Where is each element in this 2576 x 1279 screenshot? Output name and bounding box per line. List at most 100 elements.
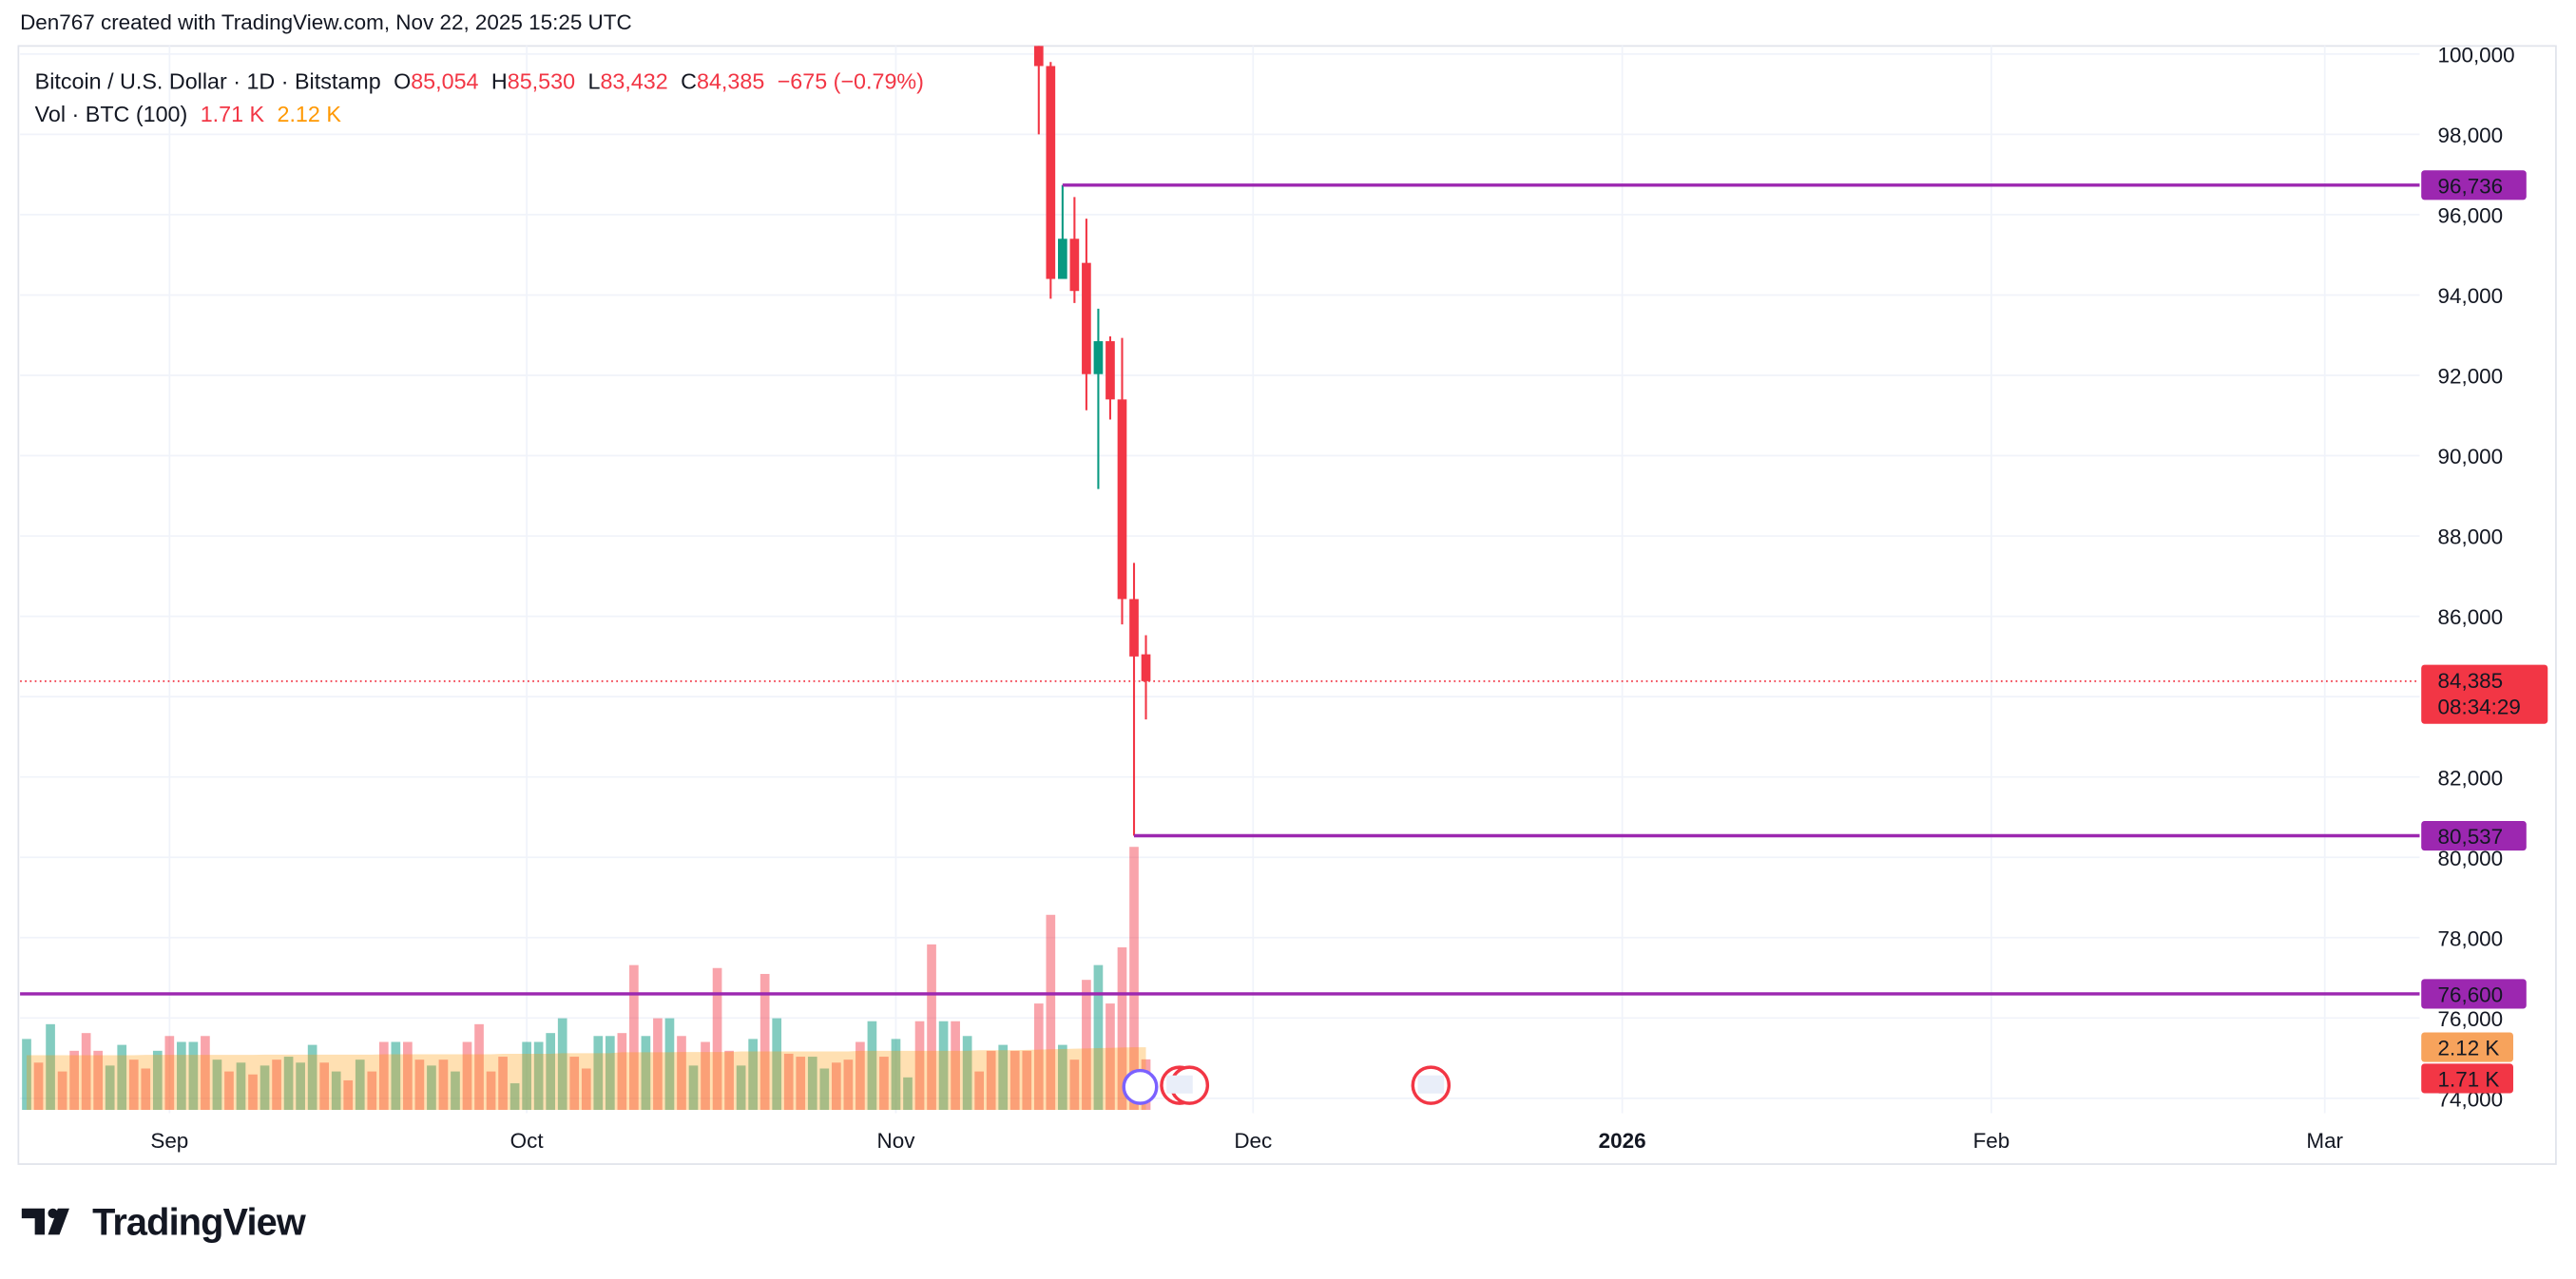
volume-bar — [903, 1077, 913, 1111]
x-tick-label: Oct — [510, 1129, 545, 1153]
volume-bar — [188, 1041, 199, 1111]
volume-bar — [759, 973, 770, 1111]
x-tick-label: Mar — [2306, 1129, 2343, 1153]
volume-bar — [117, 1044, 127, 1111]
volume-bar — [557, 1018, 567, 1111]
volume-bar — [701, 1041, 710, 1111]
volume-bar — [974, 1071, 985, 1111]
ohlc-key: H — [491, 68, 508, 93]
volume-bar — [748, 1039, 758, 1111]
volume-bar — [343, 1079, 354, 1111]
x-tick-label: Feb — [1973, 1129, 2010, 1153]
last-price-label: 84,385 — [2437, 669, 2503, 693]
y-tick-label: 78,000 — [2437, 926, 2503, 950]
volume-bar — [57, 1071, 67, 1111]
volume-bar — [236, 1062, 246, 1111]
line-label: 96,736 — [2437, 174, 2503, 198]
volume-bar — [474, 1023, 484, 1111]
candle-body — [1105, 341, 1115, 400]
attribution: Den767 created with TradingView.com, Nov… — [20, 10, 632, 34]
volume-bar — [641, 1036, 651, 1111]
line-label-box — [2421, 820, 2527, 851]
legend-ohlc: Bitcoin / U.S. Dollar · 1D · Bitstamp O8… — [35, 68, 924, 93]
volume-bar — [533, 1041, 544, 1111]
volume-bar — [677, 1036, 686, 1111]
event-icon — [1122, 1068, 1159, 1105]
volume-bar — [819, 1068, 830, 1111]
volume-bar — [998, 1044, 1009, 1111]
price-pane — [20, 46, 2420, 836]
volume-bar — [391, 1041, 401, 1111]
volume-bar — [283, 1057, 294, 1111]
ohlc-key: O — [394, 68, 411, 93]
y-tick-label: 98,000 — [2437, 124, 2503, 147]
brand-logo: TradingView — [21, 1201, 307, 1243]
volume-pane — [22, 847, 1151, 1111]
volume-bar — [201, 1036, 210, 1111]
volume-bar — [105, 1065, 115, 1111]
ma-label-box — [2421, 1032, 2513, 1062]
volume-bar — [248, 1074, 258, 1111]
x-tick-label: 2026 — [1599, 1129, 1646, 1153]
volume-bar — [843, 1059, 854, 1111]
y-tick-label: 92,000 — [2437, 365, 2503, 389]
volume-bar — [33, 1062, 44, 1111]
volume-bar — [22, 1039, 31, 1111]
volume-bar — [296, 1062, 305, 1111]
volume-bar — [46, 1023, 55, 1111]
volume-bar — [212, 1059, 222, 1111]
volume-bar — [498, 1057, 508, 1111]
volume-bar — [736, 1065, 746, 1111]
volume-bar — [593, 1036, 604, 1111]
volume-bar — [1105, 1003, 1115, 1111]
ohlc-key: C — [681, 68, 697, 93]
volume-bar — [451, 1071, 460, 1111]
countdown: 08:34:29 — [2437, 695, 2520, 718]
volume-bar — [1046, 914, 1056, 1111]
volume-bar — [724, 1050, 734, 1111]
volume-bar — [152, 1050, 163, 1111]
volume-bar — [783, 1053, 794, 1111]
x-tick-label: Dec — [1234, 1129, 1272, 1153]
volume-bar — [128, 1059, 139, 1111]
volume-ma-area — [27, 1047, 1146, 1111]
brand: TradingView — [92, 1201, 306, 1243]
volume-bar — [938, 1021, 949, 1111]
volume-bar — [1129, 847, 1139, 1111]
flag — [1166, 1075, 1193, 1094]
volume-bar — [617, 1033, 627, 1111]
frame — [17, 45, 2557, 1165]
flag — [1417, 1075, 1445, 1094]
volume-bar — [914, 1021, 925, 1111]
y-tick-label: 90,000 — [2437, 445, 2503, 468]
last-price-box — [2421, 664, 2548, 724]
volume-bar — [581, 1068, 591, 1111]
ohlc-value: 85,530 — [508, 68, 575, 93]
volume-bar — [462, 1041, 472, 1111]
grid — [20, 46, 2420, 1114]
ohlc-value: 83,432 — [600, 68, 667, 93]
line-label: 76,600 — [2437, 983, 2503, 1007]
candle-body — [1129, 599, 1139, 657]
legend-volume: Vol · BTC (100) 1.71 K 2.12 K — [35, 102, 342, 126]
volume-bar — [664, 1018, 675, 1111]
volume-bar — [81, 1033, 91, 1111]
volume-bar — [1117, 946, 1127, 1111]
volume-bar — [260, 1065, 270, 1111]
volume-bar — [867, 1021, 877, 1111]
volume-bar — [69, 1050, 79, 1111]
logo-mark — [21, 1208, 69, 1235]
y-tick-label: 94,000 — [2437, 284, 2503, 308]
volume-title: Vol · BTC (100) — [35, 102, 188, 126]
volume-bar — [796, 1057, 806, 1111]
x-tick-label: Nov — [877, 1129, 916, 1153]
change: −675 (−0.79%) — [778, 68, 924, 93]
volume-bar — [164, 1036, 175, 1111]
candle-body — [1046, 66, 1056, 279]
volume-bar — [546, 1033, 556, 1111]
volume-label-box — [2421, 1063, 2513, 1094]
volume-bar — [522, 1041, 531, 1111]
volume-bar — [224, 1071, 234, 1111]
volume-bar — [807, 1057, 817, 1111]
